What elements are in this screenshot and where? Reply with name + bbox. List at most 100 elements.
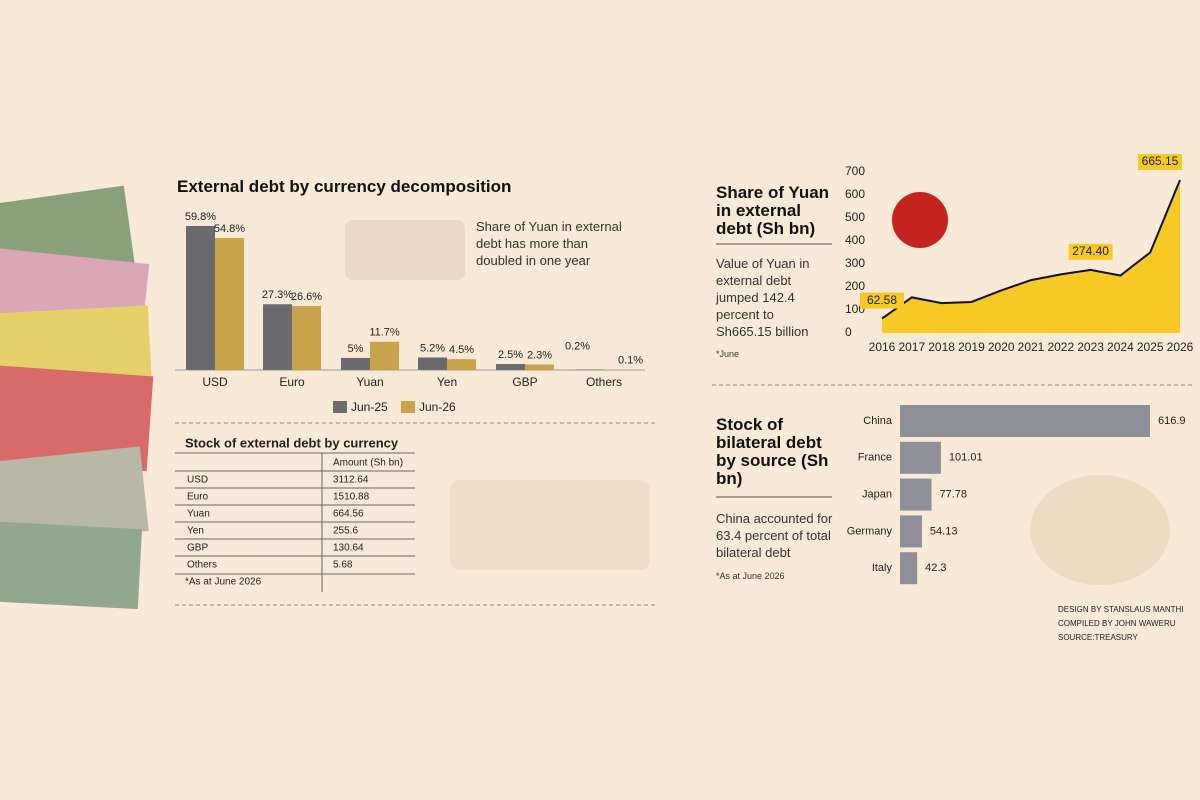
annotation: Value of Yuan in external debt jumped 14… — [716, 256, 810, 339]
line — [881, 179, 1181, 320]
annotation: Share of Yuan in external debt has more … — [476, 219, 622, 268]
x-tick-label: 2022 — [1047, 340, 1074, 354]
table-cell: 3112.64 — [333, 475, 369, 486]
data-label: 11.7% — [369, 327, 400, 339]
y-tick-label: 400 — [845, 233, 865, 247]
data-label: 27.3% — [262, 289, 293, 301]
table-cell: 664.56 — [333, 509, 364, 520]
y-tick-label: Germany — [847, 525, 893, 537]
x-tick-label: Others — [586, 375, 622, 389]
bar — [341, 357, 370, 370]
bar — [186, 226, 215, 370]
data-label: 616.9 — [1158, 415, 1186, 427]
area — [882, 180, 1180, 333]
legend-label: Jun-25 — [351, 400, 388, 414]
chart-title: Share of Yuan in external debt (Sh bn) — [716, 183, 830, 238]
y-tick-label: 200 — [845, 279, 865, 293]
annotation: China accounted for 63.4 percent of tota… — [716, 511, 833, 560]
data-label: 101.01 — [949, 452, 983, 464]
x-tick-label: 2024 — [1107, 340, 1134, 354]
y-tick-label: China — [863, 415, 893, 427]
label-box — [860, 292, 904, 309]
data-label: 4.5% — [449, 344, 474, 356]
bar — [900, 405, 1150, 437]
banknotes-decor — [0, 185, 154, 610]
bar — [447, 359, 476, 370]
bar — [525, 364, 554, 370]
data-label: 665.15 — [1142, 154, 1179, 168]
data-label: 26.6% — [291, 291, 322, 303]
y-tick-label: 300 — [845, 256, 865, 270]
x-tick-label: 2023 — [1077, 340, 1104, 354]
y-tick-label: France — [858, 452, 892, 464]
table-cell: GBP — [187, 543, 208, 554]
x-tick-label: 2016 — [869, 340, 896, 354]
bar — [418, 357, 447, 370]
bar — [900, 515, 922, 548]
table-cell: 130.64 — [333, 543, 364, 554]
bar — [263, 304, 292, 370]
chart-title: External debt by currency decomposition — [177, 177, 512, 196]
footnote: *As at June 2026 — [716, 571, 785, 581]
x-tick-label: USD — [202, 375, 228, 389]
table-cell: 1510.88 — [333, 492, 370, 503]
x-tick-label: 2025 — [1137, 340, 1164, 354]
table-cell: Yen — [187, 526, 204, 537]
bar — [496, 363, 525, 370]
legend-label: Jun-26 — [419, 400, 456, 414]
legend-swatch — [401, 401, 415, 413]
table-cell: Others — [187, 560, 217, 571]
legend-swatch — [333, 401, 347, 413]
table-title: Stock of external debt by currency — [185, 435, 399, 450]
bar — [900, 478, 932, 511]
data-label: 274.40 — [1072, 244, 1109, 258]
y-tick-label: 500 — [845, 210, 865, 224]
table-header: Amount (Sh bn) — [333, 458, 403, 469]
data-label: 5% — [348, 343, 364, 355]
illustration — [345, 192, 1170, 585]
table-cell: Yuan — [187, 509, 210, 520]
bar — [215, 238, 244, 370]
data-label: 0.2% — [565, 340, 590, 352]
y-tick-label: 0 — [845, 325, 852, 339]
credit: SOURCE:TREASURY — [1058, 633, 1139, 642]
data-label: 5.2% — [420, 342, 445, 354]
data-label: 59.8% — [185, 211, 216, 223]
footnote: *June — [716, 349, 740, 359]
bar — [900, 441, 941, 474]
label-box — [1068, 243, 1113, 260]
x-tick-label: Yuan — [356, 375, 383, 389]
x-tick-label: GBP — [512, 375, 537, 389]
y-tick-label: 600 — [845, 187, 865, 201]
label-box — [1138, 154, 1182, 171]
x-tick-label: Euro — [279, 375, 305, 389]
table-cell: USD — [187, 475, 208, 486]
bar — [370, 341, 399, 370]
data-label: 54.8% — [214, 223, 245, 235]
data-label: 2.3% — [527, 349, 552, 361]
x-tick-label: 2026 — [1167, 340, 1194, 354]
x-tick-label: 2020 — [988, 340, 1015, 354]
x-tick-label: 2019 — [958, 340, 985, 354]
data-label: 77.78 — [940, 489, 968, 501]
credit: DESIGN BY STANSLAUS MANTHI — [1058, 605, 1184, 614]
y-tick-label: Japan — [862, 489, 892, 501]
data-label: 0.1% — [618, 355, 643, 367]
footnote: *As at June 2026 — [185, 577, 262, 588]
x-tick-label: 2017 — [898, 340, 925, 354]
x-tick-label: Yen — [437, 375, 457, 389]
chart-title: Stock of bilateral debt by source (Sh bn… — [716, 415, 829, 488]
table-cell: 255.6 — [333, 526, 358, 537]
y-tick-label: 700 — [845, 164, 865, 178]
x-tick-label: 2018 — [928, 340, 955, 354]
data-label: 62.58 — [867, 293, 897, 307]
x-tick-label: 2021 — [1018, 340, 1045, 354]
table-cell: 5.68 — [333, 560, 353, 571]
data-label: 54.13 — [930, 525, 958, 537]
data-label: 2.5% — [498, 349, 523, 361]
credit: COMPILED BY JOHN WAWERU — [1058, 619, 1176, 628]
data-label: 42.3 — [925, 562, 946, 574]
bar — [900, 552, 918, 585]
